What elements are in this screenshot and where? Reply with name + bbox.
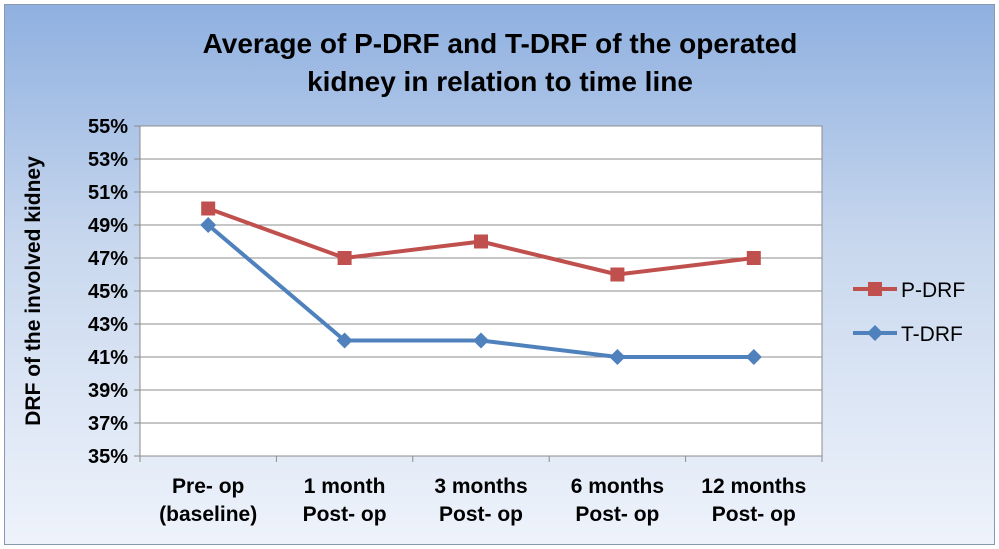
data-point-p-drf <box>201 201 216 216</box>
legend-label-t-drf: T-DRF <box>901 323 963 346</box>
legend-marker-p-drf <box>868 282 882 296</box>
y-tick-label: 47% <box>88 248 128 270</box>
y-tick-label: 49% <box>88 215 128 237</box>
data-point-t-drf <box>473 332 489 349</box>
x-axis-ticks: Pre- op (baseline) 1 month Post- op 3 months… <box>139 456 823 526</box>
y-tick-label: 43% <box>88 314 128 336</box>
data-point-t-drf <box>745 349 762 365</box>
x-tick-label: 6 months Post- op <box>571 475 664 526</box>
data-point-t-drf <box>609 349 626 365</box>
legend-item-t-drf: T-DRF <box>853 323 963 346</box>
series-p-drf <box>201 201 761 282</box>
y-tick-label: 55% <box>88 116 128 138</box>
data-point-p-drf <box>746 251 761 265</box>
data-point-t-drf <box>200 217 217 233</box>
legend: P-DRF T-DRF <box>853 279 965 346</box>
series-t-drf <box>200 217 762 365</box>
legend-item-p-drf: P-DRF <box>853 279 965 302</box>
data-point-p-drf <box>474 234 488 249</box>
data-point-t-drf <box>336 332 353 349</box>
y-axis-label: DRF of the involved kidney <box>22 156 45 426</box>
chart-title-line-1: Average of P-DRF and T-DRF of the operat… <box>203 28 798 59</box>
y-axis-ticks: 35% 37% 39% 41% 43% 45% 47% 49% 51% 53% 55% <box>88 116 128 468</box>
x-tick-label: Pre- op (baseline) <box>159 475 257 526</box>
series-layer <box>200 201 762 365</box>
y-tick-label: 37% <box>88 413 128 435</box>
y-tick-label: 53% <box>88 149 128 171</box>
x-tick-label: 1 month Post- op <box>303 475 387 526</box>
y-tick-label: 41% <box>88 347 128 369</box>
y-tick-label: 45% <box>88 281 128 303</box>
x-tick-label: 3 months Post- op <box>434 475 527 526</box>
legend-label-p-drf: P-DRF <box>901 279 965 302</box>
chart-title-line-2: kidney in relation to time line <box>307 66 693 97</box>
y-tick-label: 35% <box>88 446 128 468</box>
x-tick-label: 12 months Post- op <box>701 475 806 526</box>
data-point-p-drf <box>337 251 352 265</box>
y-tick-label: 51% <box>88 182 128 204</box>
y-tick-label: 39% <box>88 380 128 402</box>
data-point-p-drf <box>610 267 625 282</box>
legend-marker-t-drf <box>867 325 883 341</box>
